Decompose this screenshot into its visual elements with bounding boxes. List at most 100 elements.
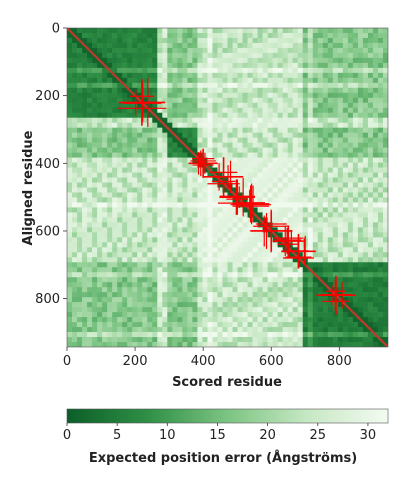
heatmap-cell	[372, 237, 379, 243]
heatmap-cell	[352, 327, 359, 333]
heatmap-cell	[342, 262, 349, 268]
heatmap-cell	[207, 252, 213, 258]
heatmap-cell	[72, 242, 78, 248]
heatmap-cell	[67, 262, 73, 268]
heatmap-cell	[287, 242, 294, 248]
heatmap-cell	[302, 172, 309, 178]
heatmap-cell	[167, 37, 173, 44]
heatmap-cell	[367, 52, 374, 59]
heatmap-cell	[317, 117, 324, 123]
heatmap-cell	[297, 92, 304, 99]
heatmap-cell	[87, 28, 93, 34]
heatmap-cell	[102, 102, 108, 109]
heatmap-cell	[242, 112, 248, 119]
heatmap-cell	[247, 252, 253, 258]
heatmap-cell	[337, 62, 344, 69]
heatmap-cell	[172, 52, 178, 59]
heatmap-cell	[347, 282, 354, 288]
heatmap-cell	[382, 297, 388, 303]
heatmap-cell	[147, 37, 153, 44]
heatmap-cell	[372, 102, 379, 109]
heatmap-cell	[197, 142, 203, 148]
heatmap-cell	[102, 337, 108, 343]
heatmap-cell	[317, 317, 324, 323]
heatmap-cell	[352, 307, 359, 313]
heatmap-cell	[312, 222, 319, 228]
heatmap-cell	[302, 67, 309, 74]
heatmap-cell	[322, 322, 329, 328]
heatmap-cell	[267, 297, 273, 303]
heatmap-cell	[172, 112, 178, 119]
heatmap-cell	[132, 32, 138, 39]
colorbar-tick-label: 30	[360, 428, 377, 443]
heatmap-cell	[197, 287, 203, 293]
heatmap-cell	[102, 227, 108, 233]
heatmap-cell	[102, 272, 108, 278]
heatmap-cell	[302, 267, 309, 273]
heatmap-cell	[252, 192, 258, 198]
heatmap-cell	[67, 322, 73, 328]
heatmap-cell	[122, 192, 128, 198]
heatmap-cell	[77, 242, 83, 248]
heatmap-cell	[197, 342, 203, 347]
heatmap-cell	[167, 327, 173, 333]
heatmap-cell	[217, 297, 223, 303]
heatmap-cell	[177, 152, 183, 158]
heatmap-cell	[127, 37, 133, 44]
heatmap-cell	[367, 312, 374, 318]
heatmap-cell	[182, 332, 188, 338]
heatmap-cell	[237, 147, 243, 153]
heatmap-cell	[182, 327, 188, 333]
heatmap-cell	[277, 132, 283, 138]
heatmap-cell	[317, 332, 324, 338]
heatmap-cell	[287, 107, 294, 114]
heatmap-cell	[122, 102, 128, 109]
heatmap-cell	[117, 282, 123, 288]
heatmap-cell	[272, 222, 278, 228]
heatmap-cell	[277, 232, 283, 238]
heatmap-cell	[97, 42, 103, 49]
heatmap-cell	[217, 67, 223, 74]
heatmap-cell	[282, 132, 288, 138]
heatmap-cell	[67, 132, 73, 138]
heatmap-cell	[222, 32, 228, 39]
x-axis-title: Scored residue	[172, 375, 282, 390]
heatmap-cell	[147, 252, 153, 258]
heatmap-cell	[292, 162, 299, 168]
heatmap-cell	[222, 287, 228, 293]
heatmap-cell	[237, 247, 243, 253]
heatmap-cell	[322, 92, 329, 99]
heatmap-cell	[187, 227, 193, 233]
heatmap-cell	[357, 207, 364, 213]
heatmap-cell	[227, 72, 233, 79]
heatmap-cell	[267, 37, 273, 44]
heatmap-cell	[267, 32, 273, 39]
heatmap-cell	[157, 47, 163, 54]
heatmap-cell	[357, 212, 364, 218]
heatmap-cell	[197, 67, 203, 74]
heatmap-cell	[67, 207, 73, 213]
heatmap-cell	[117, 67, 123, 74]
heatmap-cell	[112, 127, 118, 133]
heatmap-cell	[377, 327, 384, 333]
y-tick-label: 800	[35, 292, 60, 307]
heatmap-cell	[282, 272, 288, 278]
heatmap-cell	[252, 37, 258, 44]
heatmap-cell	[202, 262, 208, 268]
heatmap-cell	[97, 202, 103, 208]
heatmap-cell	[327, 112, 334, 119]
heatmap-cell	[142, 92, 148, 99]
heatmap-cell	[352, 77, 359, 84]
heatmap-cell	[362, 28, 369, 34]
heatmap-cell	[362, 47, 369, 54]
heatmap-cell	[322, 327, 329, 333]
heatmap-cell	[157, 77, 163, 84]
heatmap-cell	[162, 327, 168, 333]
heatmap-cell	[372, 112, 379, 119]
heatmap-cell	[67, 252, 73, 258]
heatmap-cell	[327, 342, 334, 347]
heatmap-cell	[192, 217, 198, 223]
heatmap-cell	[177, 107, 183, 114]
heatmap-cell	[262, 32, 268, 39]
heatmap-cell	[337, 47, 344, 54]
